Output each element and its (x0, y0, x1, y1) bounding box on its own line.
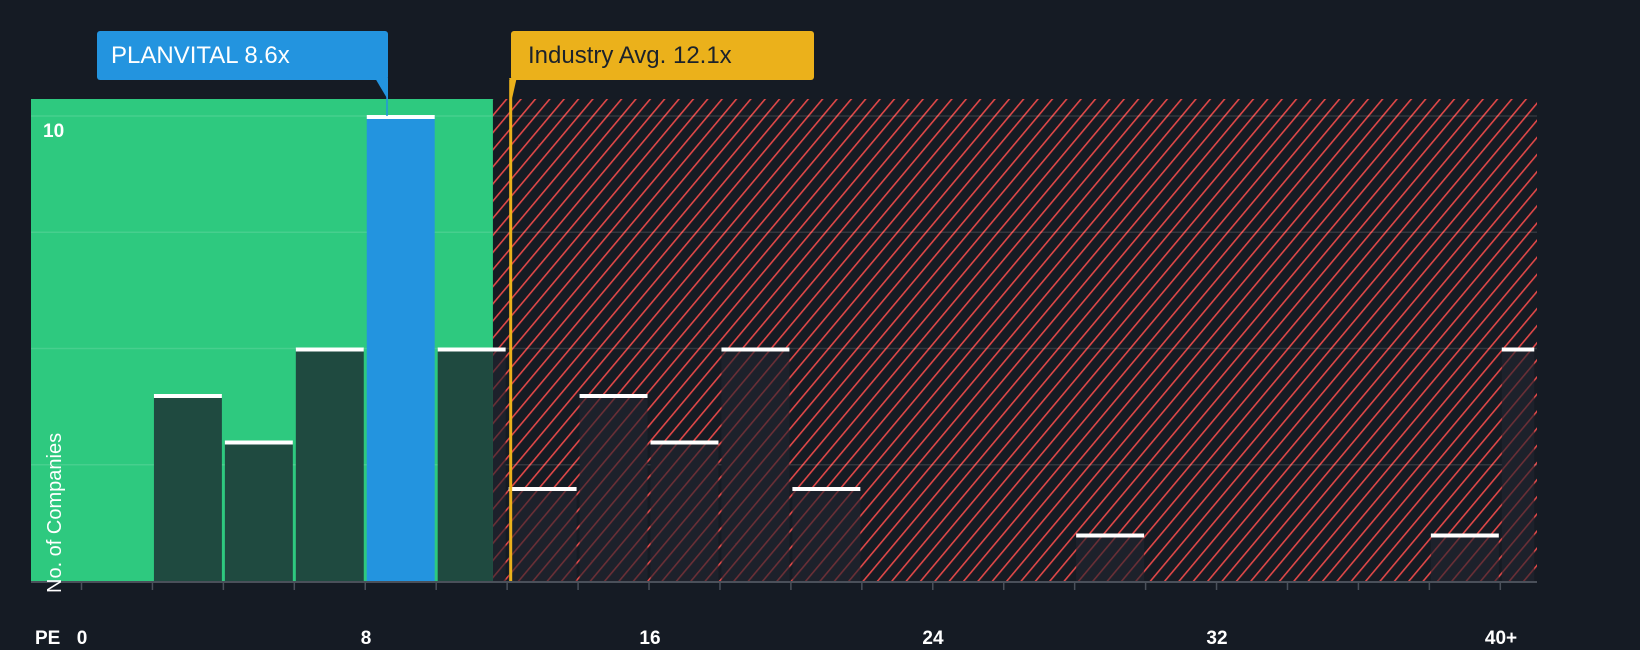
bar (1076, 534, 1145, 581)
bar-cap (1430, 533, 1499, 538)
industry-average-callout: Industry Avg. 12.1x (511, 31, 814, 80)
y-axis-title: No. of Companies (44, 432, 66, 593)
industry-average-line (509, 80, 513, 581)
x-tick-label: 0 (76, 628, 88, 649)
x-axis-title: PE (35, 628, 61, 649)
x-tick-label: 16 (639, 628, 661, 649)
bar (579, 395, 648, 581)
x-tick-label: 40+ (1484, 628, 1518, 649)
bar (650, 441, 719, 581)
bar (721, 348, 790, 581)
bar-cap (153, 394, 222, 398)
bar-cap (792, 487, 861, 491)
bar-cap (1076, 533, 1145, 538)
company-marker-line (386, 78, 388, 116)
x-tick-label: 32 (1206, 628, 1228, 649)
industry-callout-pointer (509, 78, 517, 98)
x-tick-label: 24 (922, 628, 944, 649)
bar (492, 348, 506, 581)
bar-cap (366, 115, 435, 119)
x-tick-label: 8 (360, 628, 372, 649)
bar-cap (437, 347, 506, 352)
bar (366, 116, 435, 581)
company-callout-pointer (375, 78, 388, 100)
y-tick-10: 10 (43, 121, 65, 142)
bar (153, 395, 222, 581)
bar-cap (579, 394, 648, 398)
bar-cap (721, 347, 790, 352)
bar-cap (650, 440, 719, 445)
bar-cap (224, 440, 293, 445)
bar (1430, 534, 1499, 581)
company-pe-callout: PLANVITAL 8.6x (97, 31, 388, 80)
bar (508, 488, 577, 581)
overvalued-zone (492, 99, 1537, 581)
bar (437, 348, 493, 581)
bar-cap (508, 487, 577, 491)
value-markers (375, 78, 517, 581)
bar (792, 488, 861, 581)
bar-cap (1501, 347, 1535, 352)
histogram-bars (153, 115, 1535, 581)
bar (224, 441, 293, 581)
x-axis (31, 581, 1537, 590)
bar-cap (295, 347, 364, 352)
bar (1501, 348, 1535, 581)
bar (295, 348, 364, 581)
